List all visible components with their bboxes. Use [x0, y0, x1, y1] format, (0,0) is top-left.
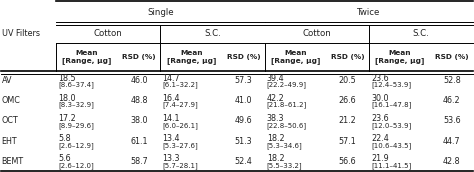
Text: 41.0: 41.0 [235, 96, 252, 105]
Text: RSD (%): RSD (%) [122, 54, 156, 60]
Text: 57.3: 57.3 [235, 76, 252, 85]
Text: 22.4: 22.4 [371, 134, 389, 143]
Text: 5.8: 5.8 [58, 134, 71, 143]
Text: Mean
[Range, μg]: Mean [Range, μg] [375, 50, 424, 64]
Text: [22.2–49.9]: [22.2–49.9] [267, 82, 307, 88]
Text: [6.0–26.1]: [6.0–26.1] [163, 122, 199, 129]
Text: [2.6–12.0]: [2.6–12.0] [58, 162, 94, 169]
Text: 16.4: 16.4 [163, 94, 180, 103]
Text: 30.0: 30.0 [371, 94, 389, 103]
Text: 52.8: 52.8 [443, 76, 461, 85]
Text: RSD (%): RSD (%) [435, 54, 469, 60]
Text: EHT: EHT [1, 137, 17, 146]
Text: 38.3: 38.3 [267, 114, 284, 123]
Text: 58.7: 58.7 [130, 157, 148, 166]
Text: 52.4: 52.4 [235, 157, 252, 166]
Text: [5.3–27.6]: [5.3–27.6] [163, 142, 199, 149]
Text: 39.4: 39.4 [267, 74, 284, 83]
Text: Twice: Twice [357, 8, 381, 17]
Text: [8.9–29.6]: [8.9–29.6] [58, 122, 94, 129]
Text: [5.3–34.6]: [5.3–34.6] [267, 142, 302, 149]
Text: 26.6: 26.6 [339, 96, 356, 105]
Text: 13.3: 13.3 [163, 154, 180, 163]
Text: 17.2: 17.2 [58, 114, 76, 123]
Text: 23.6: 23.6 [371, 74, 389, 83]
Text: 18.0: 18.0 [58, 94, 76, 103]
Text: [2.6–12.9]: [2.6–12.9] [58, 142, 94, 149]
Text: OMC: OMC [1, 96, 20, 105]
Text: 49.6: 49.6 [235, 116, 252, 126]
Text: [12.4–53.9]: [12.4–53.9] [371, 82, 411, 88]
Text: UV Filters: UV Filters [1, 29, 40, 39]
Text: 14.7: 14.7 [163, 74, 180, 83]
Text: [21.8–61.2]: [21.8–61.2] [267, 102, 307, 109]
Text: [8.3–32.9]: [8.3–32.9] [58, 102, 94, 109]
Text: 42.8: 42.8 [443, 157, 461, 166]
Text: Mean
[Range, μg]: Mean [Range, μg] [166, 50, 216, 64]
Text: 56.6: 56.6 [339, 157, 356, 166]
Text: [12.0–53.9]: [12.0–53.9] [371, 122, 411, 129]
Text: BEMT: BEMT [1, 157, 24, 166]
Text: [10.6–43.5]: [10.6–43.5] [371, 142, 411, 149]
Text: 21.2: 21.2 [339, 116, 356, 126]
Text: 51.3: 51.3 [235, 137, 252, 146]
Text: 44.7: 44.7 [443, 137, 461, 146]
Text: [5.7–28.1]: [5.7–28.1] [163, 162, 199, 169]
Text: 61.1: 61.1 [130, 137, 148, 146]
Text: 18.5: 18.5 [58, 74, 76, 83]
Text: 42.2: 42.2 [267, 94, 284, 103]
Text: 14.1: 14.1 [163, 114, 180, 123]
Text: 20.5: 20.5 [339, 76, 356, 85]
Text: [7.4–27.9]: [7.4–27.9] [163, 102, 199, 109]
Text: 21.9: 21.9 [371, 154, 389, 163]
Text: Single: Single [147, 8, 173, 17]
Text: Mean
[Range, μg]: Mean [Range, μg] [271, 50, 320, 64]
Text: RSD (%): RSD (%) [227, 54, 260, 60]
Text: 48.8: 48.8 [130, 96, 148, 105]
Text: 38.0: 38.0 [130, 116, 148, 126]
Text: 18.2: 18.2 [267, 154, 284, 163]
Text: [6.1–32.2]: [6.1–32.2] [163, 82, 199, 88]
Text: 57.1: 57.1 [339, 137, 356, 146]
Text: S.C.: S.C. [412, 29, 429, 39]
Text: 46.2: 46.2 [443, 96, 461, 105]
Text: 23.6: 23.6 [371, 114, 389, 123]
Text: RSD (%): RSD (%) [331, 54, 365, 60]
Text: [5.5–33.2]: [5.5–33.2] [267, 162, 302, 169]
Text: 5.6: 5.6 [58, 154, 71, 163]
Text: [22.8–50.6]: [22.8–50.6] [267, 122, 307, 129]
Text: [11.1–41.5]: [11.1–41.5] [371, 162, 411, 169]
Text: Cotton: Cotton [94, 29, 123, 39]
Text: S.C.: S.C. [204, 29, 221, 39]
Text: OCT: OCT [1, 116, 18, 126]
Text: 13.4: 13.4 [163, 134, 180, 143]
Text: [16.1–47.8]: [16.1–47.8] [371, 102, 411, 109]
Text: Mean
[Range, μg]: Mean [Range, μg] [62, 50, 112, 64]
Text: Cotton: Cotton [302, 29, 331, 39]
Text: [8.6–37.4]: [8.6–37.4] [58, 82, 94, 88]
Text: 18.2: 18.2 [267, 134, 284, 143]
Text: 46.0: 46.0 [130, 76, 148, 85]
Text: 53.6: 53.6 [443, 116, 461, 126]
Text: AV: AV [1, 76, 12, 85]
